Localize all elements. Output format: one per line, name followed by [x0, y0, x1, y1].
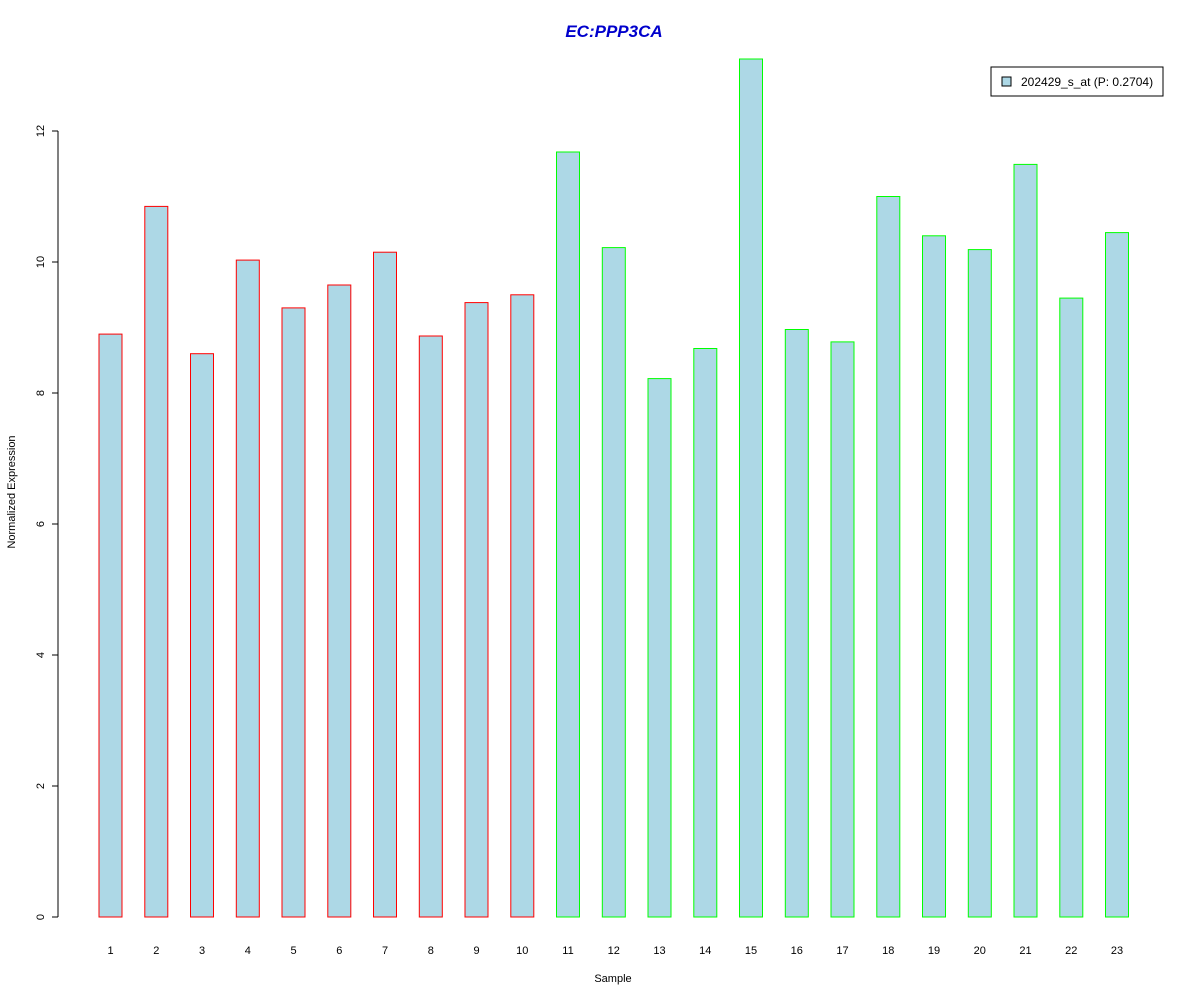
x-axis-label: Sample [594, 973, 631, 985]
x-tick-label-4: 4 [245, 945, 251, 957]
x-tick-label-17: 17 [836, 945, 848, 957]
x-tick-label-14: 14 [699, 945, 711, 957]
legend-swatch [1001, 76, 1012, 87]
y-tick-label-6: 6 [35, 521, 47, 527]
y-tick-label-2: 2 [35, 783, 47, 789]
x-tick-label-15: 15 [745, 945, 757, 957]
bar-sample-2 [144, 205, 169, 918]
bar-sample-7 [373, 251, 397, 918]
bar-sample-11 [556, 151, 580, 918]
bar-sample-14 [693, 348, 718, 918]
x-tick-label-10: 10 [516, 945, 528, 957]
x-tick-label-2: 2 [153, 945, 159, 957]
bar-sample-16 [784, 329, 809, 918]
x-tick-label-1: 1 [107, 945, 113, 957]
y-axis-label: Normalized Expression [6, 435, 18, 548]
x-tick-label-12: 12 [608, 945, 620, 957]
bar-sample-9 [464, 302, 489, 918]
bar-sample-20 [967, 249, 992, 918]
x-tick-label-13: 13 [653, 945, 665, 957]
bars-layer [98, 58, 1129, 918]
bar-sample-21 [1013, 163, 1038, 918]
x-tick-label-7: 7 [382, 945, 388, 957]
x-tick-label-21: 21 [1019, 945, 1031, 957]
bar-sample-1 [98, 333, 123, 918]
x-tick-label-19: 19 [928, 945, 940, 957]
bar-sample-17 [830, 341, 855, 918]
y-tick-label-10: 10 [35, 256, 47, 268]
x-tick-label-22: 22 [1065, 945, 1077, 957]
legend: 202429_s_at (P: 0.2704) [990, 66, 1164, 97]
x-tick-label-6: 6 [336, 945, 342, 957]
x-tick-label-9: 9 [473, 945, 479, 957]
x-axis-labels: 1 2 3 4 5 6 7 8 9 10 11 12 13 14 15 16 17 18 19 20 21 22 23 [107, 945, 1123, 957]
y-tick-label-4: 4 [35, 652, 47, 658]
x-tick-label-20: 20 [974, 945, 986, 957]
x-tick-label-18: 18 [882, 945, 894, 957]
bar-sample-5 [281, 307, 306, 918]
bar-sample-8 [418, 335, 443, 918]
x-tick-label-16: 16 [791, 945, 803, 957]
x-tick-label-3: 3 [199, 945, 205, 957]
bar-sample-22 [1059, 297, 1084, 918]
bar-sample-3 [190, 353, 214, 918]
bar-sample-23 [1105, 232, 1129, 918]
bar-sample-19 [922, 235, 946, 918]
bar-sample-18 [876, 196, 901, 918]
bar-sample-6 [327, 284, 352, 918]
legend-label: 202429_s_at (P: 0.2704) [1021, 75, 1153, 89]
y-tick-label-12: 12 [35, 125, 47, 137]
bar-sample-10 [510, 294, 535, 918]
bar-sample-12 [601, 247, 626, 918]
x-tick-label-8: 8 [428, 945, 434, 957]
y-axis: 0 2 4 6 8 10 12 [35, 125, 59, 920]
y-tick-label-0: 0 [35, 914, 47, 920]
chart-title: EC:PPP3CA [565, 22, 662, 41]
x-tick-label-5: 5 [290, 945, 296, 957]
x-tick-label-23: 23 [1111, 945, 1123, 957]
bar-sample-4 [235, 259, 260, 918]
bar-sample-13 [647, 378, 672, 918]
y-tick-label-8: 8 [35, 390, 47, 396]
bar-sample-15 [739, 58, 763, 918]
x-tick-label-11: 11 [562, 945, 573, 957]
legend-box [990, 66, 1164, 97]
